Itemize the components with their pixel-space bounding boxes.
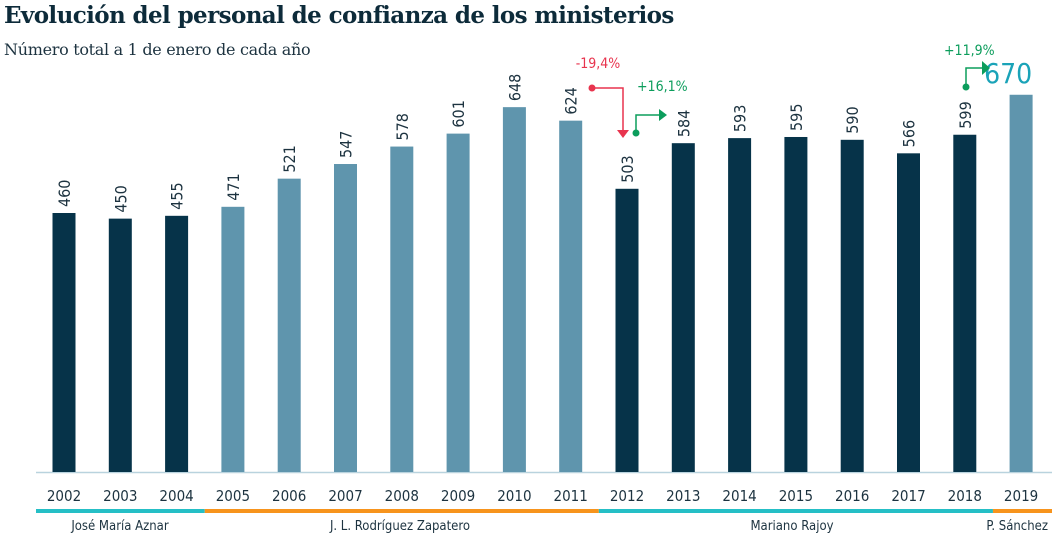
arrow-down-icon [617, 130, 629, 138]
bar-2005 [221, 206, 245, 472]
bar-2017 [897, 153, 920, 473]
period-label: Mariano Rajoy [750, 519, 833, 534]
data-label: 590 [843, 106, 862, 133]
bar-2019 [1009, 94, 1033, 473]
arrow-right-icon [982, 61, 990, 75]
annotation-line [592, 87, 624, 130]
data-label: 547 [337, 131, 356, 158]
data-label: 450 [111, 185, 130, 212]
bar-2002 [52, 213, 76, 472]
chart-title: Evolución del personal de confianza de l… [4, 2, 674, 29]
annotation-label: +16,1% [637, 79, 688, 95]
period-bar [204, 509, 599, 513]
bar-2007 [334, 164, 357, 473]
x-tick-label: 2005 [216, 487, 250, 505]
data-label: 471 [224, 173, 243, 200]
period-bar [598, 509, 993, 513]
period-bar [36, 509, 205, 513]
x-tick-label: 2018 [948, 487, 982, 505]
chart-subtitle: Número total a 1 de enero de cada año [4, 40, 311, 59]
bar-2006 [277, 178, 301, 472]
bar-2016 [840, 139, 864, 472]
data-label: 455 [168, 182, 187, 209]
x-tick-label: 2019 [1004, 487, 1038, 505]
data-label: 503 [618, 155, 637, 182]
x-tick-label: 2003 [103, 487, 137, 505]
annotation-line [635, 114, 659, 133]
period-label: José María Aznar [70, 519, 169, 534]
data-label: 566 [900, 120, 919, 147]
bar-2008 [390, 146, 414, 473]
x-tick-label: 2006 [272, 487, 306, 505]
bar-2014 [728, 138, 752, 472]
annotation-line [965, 67, 982, 87]
bar-2009 [446, 133, 470, 472]
x-tick-label: 2011 [554, 487, 588, 505]
x-tick-label: 2016 [835, 487, 869, 505]
data-label: 584 [674, 110, 693, 137]
bar-2010 [502, 107, 526, 472]
x-tick-label: 2017 [891, 487, 925, 505]
x-tick-label: 2013 [666, 487, 700, 505]
bar-2011 [559, 120, 583, 473]
period-bar [992, 509, 1052, 513]
bar-2003 [108, 218, 132, 472]
data-label: 648 [505, 74, 524, 101]
x-tick-label: 2009 [441, 487, 475, 505]
data-label: 460 [55, 180, 74, 207]
data-label: 521 [280, 145, 299, 172]
x-tick-label: 2015 [779, 487, 813, 505]
arrow-right-icon [659, 109, 667, 121]
data-label: 593 [731, 105, 750, 132]
data-label: 595 [787, 104, 806, 131]
x-tick-label: 2008 [385, 487, 419, 505]
bar-2015 [784, 136, 808, 472]
bar-2004 [165, 215, 189, 472]
data-label: 601 [449, 100, 468, 127]
period-label: J. L. Rodríguez Zapatero [329, 519, 470, 534]
data-label: 624 [562, 87, 581, 114]
x-tick-label: 2004 [159, 487, 193, 505]
annotation-label: -19,4% [576, 56, 621, 72]
x-tick-label: 2012 [610, 487, 644, 505]
bar-2012 [615, 188, 639, 472]
data-label-highlight: 670 [984, 57, 1032, 90]
bar-2013 [671, 143, 695, 472]
annotation-label: +11,9% [944, 43, 995, 59]
x-tick-label: 2002 [47, 487, 81, 505]
bar-2018 [953, 134, 977, 473]
x-tick-label: 2010 [497, 487, 531, 505]
period-label: P. Sánchez [986, 519, 1048, 534]
x-tick-label: 2014 [722, 487, 756, 505]
data-label: 578 [393, 113, 412, 140]
data-label: 599 [956, 101, 975, 128]
x-tick-label: 2007 [328, 487, 362, 505]
